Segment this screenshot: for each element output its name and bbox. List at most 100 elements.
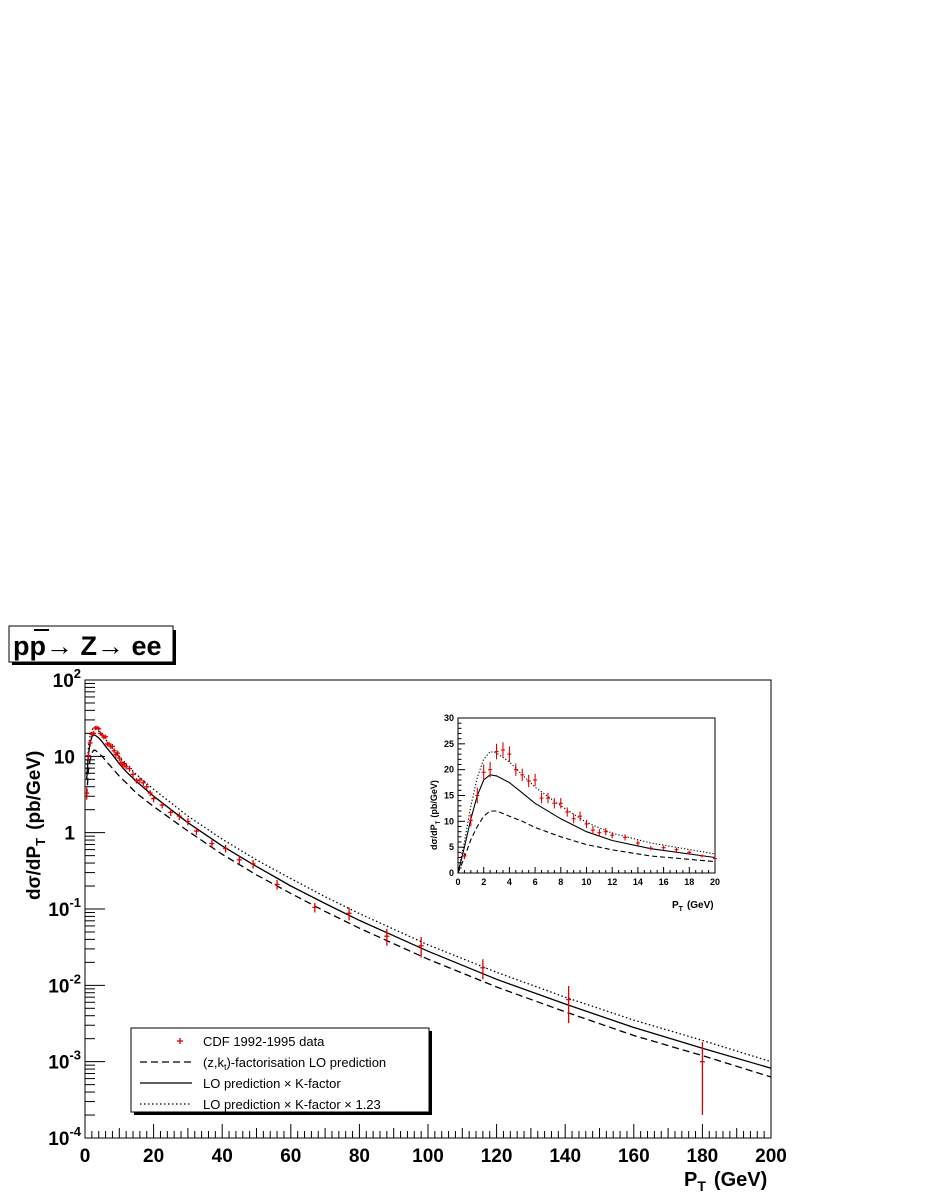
- inset-data-point: [713, 856, 717, 861]
- main-x-tick-label: 20: [143, 1146, 164, 1167]
- title-part-ee: → ee: [97, 631, 162, 661]
- inset-data-point: [571, 814, 576, 824]
- inset-x-tick-label: 18: [684, 877, 694, 887]
- main-data-point: [137, 777, 143, 783]
- inset-y-tick-label: 15: [444, 791, 454, 801]
- inset-data-points: [462, 742, 717, 861]
- main-x-tick-label: 60: [280, 1146, 301, 1167]
- main-x-tick-label: 40: [212, 1146, 233, 1167]
- main-x-tick-label: 100: [412, 1146, 444, 1167]
- main-x-tick-label: 140: [549, 1146, 581, 1167]
- main-data-point: [236, 856, 242, 864]
- main-axes: 0 20 40 60 80 100 120 140 160 180 20010210110-110-…: [48, 666, 787, 1167]
- main-data-point: [185, 818, 191, 826]
- inset-x-tick-label: 12: [607, 877, 617, 887]
- main-data-point: [274, 879, 280, 890]
- inset-data-point: [674, 847, 679, 852]
- inset-x-tick-label: 6: [533, 877, 538, 887]
- legend-label: CDF 1992-1995 data: [203, 1034, 325, 1049]
- main-x-tick-label: 80: [349, 1146, 370, 1167]
- main-data-point: [96, 726, 102, 731]
- main-data-point: [127, 765, 133, 772]
- inset-y-tick-label: 30: [444, 713, 454, 723]
- inset-data-point: [513, 763, 518, 776]
- legend-entry: LO prediction × K-factor × 1.23: [140, 1097, 381, 1112]
- inset-data-point: [507, 746, 512, 762]
- main-data-point: [209, 840, 215, 848]
- inset-x-tick-label: 10: [581, 877, 591, 887]
- inset-data-point: [533, 773, 538, 787]
- chart-title: pp→ Z→ ee: [8, 625, 176, 665]
- main-data-point: [133, 778, 139, 784]
- inset-x-tick-label: 14: [633, 877, 643, 887]
- main-y-tick-label: 10-4: [48, 1124, 81, 1150]
- inset-data-point: [462, 852, 467, 860]
- main-y-axis-label: dσ/dPT(pb/GeV): [24, 751, 48, 900]
- inset-data-point: [603, 828, 608, 836]
- inset-data-point: [494, 743, 499, 760]
- inset-data-point: [648, 846, 653, 851]
- main-data-point: [103, 734, 109, 740]
- inset-data-point: [520, 768, 525, 782]
- main-data-point: [123, 764, 129, 770]
- legend-entry: CDF 1992-1995 data: [177, 1034, 325, 1049]
- legend-label: (z,kt)-factorisation LO prediction: [203, 1055, 386, 1072]
- main-x-tick-label: 0: [80, 1146, 91, 1167]
- inset-x-tick-label: 0: [455, 877, 460, 887]
- inset-data-point: [468, 814, 473, 827]
- inset-data-point: [578, 811, 583, 821]
- main-data-point: [85, 751, 91, 760]
- main-y-tick-label: 1: [64, 824, 75, 845]
- main-y-tick-label: 10-2: [48, 971, 81, 997]
- main-data-point: [480, 959, 486, 980]
- inset-data-point: [500, 742, 505, 758]
- main-data-point: [159, 802, 165, 809]
- main-data-point: [121, 760, 127, 767]
- main-data-point: [109, 744, 115, 749]
- main-data-point: [140, 779, 146, 786]
- main-curve-dotted: [86, 727, 772, 1063]
- inset-data-point: [700, 854, 705, 858]
- main-data-point: [176, 812, 182, 820]
- main-data-point: [91, 730, 97, 736]
- main-data-point: [116, 755, 122, 761]
- main-data-point: [223, 844, 229, 853]
- inset-data-point: [590, 825, 595, 835]
- inset-data-point: [539, 792, 544, 804]
- main-x-tick-label: 200: [755, 1146, 787, 1167]
- inset-y-tick-label: 25: [444, 739, 454, 749]
- title-part-z: → Z: [46, 631, 97, 661]
- main-data-points: [84, 725, 705, 1116]
- inset-curves: [457, 750, 716, 874]
- main-data-point: [418, 936, 424, 958]
- inset-y-axis-label: dσ/dPT(pb/GeV): [429, 780, 442, 850]
- main-y-tick-label: 10-1: [48, 895, 81, 921]
- main-data-point: [193, 827, 199, 836]
- inset-data-point: [623, 834, 628, 841]
- legend-entry: LO prediction × K-factor: [140, 1076, 341, 1091]
- inset-data-point: [635, 840, 640, 846]
- main-data-point: [168, 808, 174, 817]
- main-data-point: [346, 907, 352, 921]
- main-data-point: [147, 790, 153, 797]
- inset-x-tick-label: 2: [481, 877, 486, 887]
- main-x-tick-label: 160: [618, 1146, 650, 1167]
- inset-curve-dotted: [457, 750, 716, 874]
- main-data-point: [130, 771, 136, 778]
- main-curve-dashed: [86, 749, 772, 1078]
- inset-x-tick-label: 8: [558, 877, 563, 887]
- inset-data-point: [552, 798, 557, 809]
- inset-curve-dashed: [457, 810, 716, 874]
- inset-data-point: [597, 829, 602, 837]
- inset-x-tick-label: 4: [507, 877, 512, 887]
- main-data-point: [384, 928, 390, 946]
- inset-data-point: [545, 792, 550, 804]
- inset-x-axis-label: PT (GeV): [672, 900, 714, 913]
- inset-data-point: [661, 845, 666, 850]
- main-data-point: [699, 1042, 705, 1116]
- main-data-point: [87, 739, 93, 747]
- inset-curve-solid: [457, 774, 716, 874]
- main-y-tick-label: 10-3: [48, 1048, 81, 1074]
- inset-data-point: [475, 787, 480, 804]
